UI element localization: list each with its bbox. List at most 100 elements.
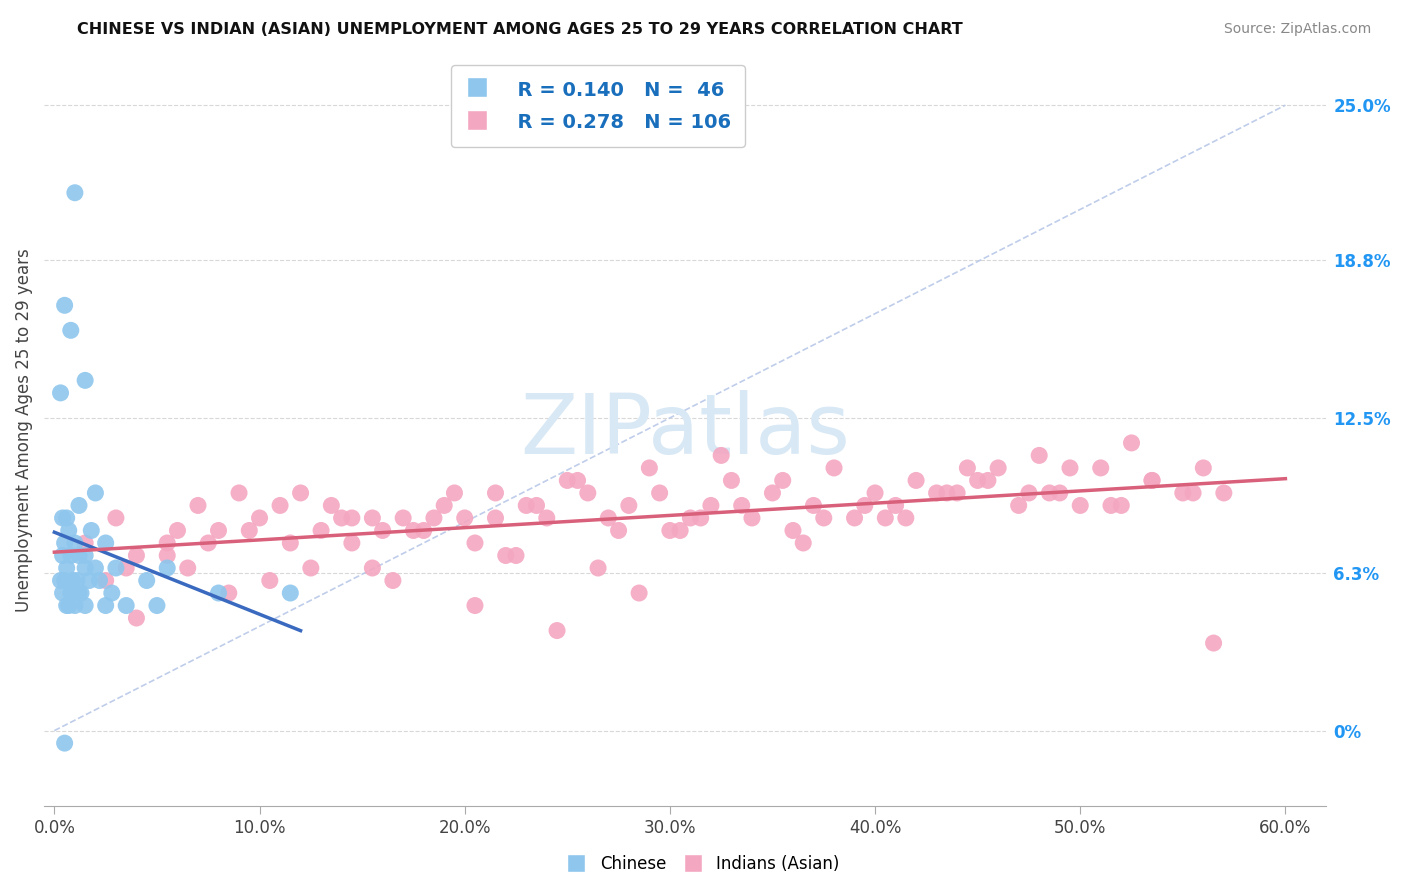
Chinese — [207, 586, 229, 600]
Indians (Asian) — [115, 561, 138, 575]
Chinese — [63, 599, 86, 613]
Indians (Asian) — [361, 561, 384, 575]
Chinese — [59, 549, 82, 563]
Indians (Asian) — [977, 474, 1000, 488]
Chinese — [67, 586, 90, 600]
Chinese — [66, 574, 89, 588]
Chinese — [115, 599, 138, 613]
Indians (Asian) — [761, 486, 783, 500]
Indians (Asian) — [330, 511, 353, 525]
Chinese — [75, 599, 97, 613]
Chinese — [156, 561, 179, 575]
Indians (Asian) — [156, 536, 179, 550]
Indians (Asian) — [946, 486, 969, 500]
Chinese — [63, 536, 86, 550]
Indians (Asian) — [454, 511, 477, 525]
Indians (Asian) — [782, 524, 804, 538]
Indians (Asian) — [218, 586, 240, 600]
Chinese — [84, 561, 107, 575]
Indians (Asian) — [340, 511, 363, 525]
Indians (Asian) — [700, 499, 723, 513]
Indians (Asian) — [956, 461, 979, 475]
Indians (Asian) — [792, 536, 814, 550]
Chinese — [58, 599, 80, 613]
Indians (Asian) — [875, 511, 897, 525]
Indians (Asian) — [555, 474, 578, 488]
Indians (Asian) — [853, 499, 876, 513]
Chinese — [55, 561, 77, 575]
Chinese — [59, 323, 82, 337]
Text: Source: ZipAtlas.com: Source: ZipAtlas.com — [1223, 22, 1371, 37]
Indians (Asian) — [741, 511, 763, 525]
Indians (Asian) — [125, 611, 148, 625]
Indians (Asian) — [412, 524, 434, 538]
Chinese — [52, 511, 75, 525]
Chinese — [67, 499, 90, 513]
Indians (Asian) — [617, 499, 640, 513]
Indians (Asian) — [658, 524, 681, 538]
Chinese — [94, 599, 117, 613]
Text: CHINESE VS INDIAN (ASIAN) UNEMPLOYMENT AMONG AGES 25 TO 29 YEARS CORRELATION CHA: CHINESE VS INDIAN (ASIAN) UNEMPLOYMENT A… — [77, 22, 963, 37]
Indians (Asian) — [505, 549, 527, 563]
Indians (Asian) — [340, 536, 363, 550]
Indians (Asian) — [1049, 486, 1071, 500]
Indians (Asian) — [197, 536, 219, 550]
Indians (Asian) — [321, 499, 343, 513]
Indians (Asian) — [464, 599, 486, 613]
Indians (Asian) — [648, 486, 671, 500]
Indians (Asian) — [1140, 474, 1163, 488]
Indians (Asian) — [567, 474, 589, 488]
Chinese — [53, 736, 76, 750]
Indians (Asian) — [884, 499, 907, 513]
Chinese — [75, 561, 97, 575]
Indians (Asian) — [586, 561, 609, 575]
Chinese — [67, 549, 90, 563]
Indians (Asian) — [1192, 461, 1215, 475]
Indians (Asian) — [546, 624, 568, 638]
Y-axis label: Unemployment Among Ages 25 to 29 years: Unemployment Among Ages 25 to 29 years — [15, 249, 32, 612]
Indians (Asian) — [269, 499, 291, 513]
Indians (Asian) — [1090, 461, 1112, 475]
Indians (Asian) — [1121, 436, 1143, 450]
Indians (Asian) — [464, 536, 486, 550]
Indians (Asian) — [803, 499, 825, 513]
Chinese — [53, 298, 76, 312]
Indians (Asian) — [576, 486, 599, 500]
Indians (Asian) — [299, 561, 322, 575]
Indians (Asian) — [423, 511, 446, 525]
Chinese — [146, 599, 169, 613]
Indians (Asian) — [1140, 474, 1163, 488]
Chinese — [55, 599, 77, 613]
Indians (Asian) — [720, 474, 742, 488]
Indians (Asian) — [433, 499, 456, 513]
Indians (Asian) — [813, 511, 835, 525]
Indians (Asian) — [772, 474, 794, 488]
Indians (Asian) — [987, 461, 1010, 475]
Indians (Asian) — [361, 511, 384, 525]
Chinese — [63, 586, 86, 600]
Chinese — [58, 524, 80, 538]
Chinese — [75, 549, 97, 563]
Indians (Asian) — [1099, 499, 1122, 513]
Indians (Asian) — [177, 561, 200, 575]
Indians (Asian) — [309, 524, 332, 538]
Indians (Asian) — [1008, 499, 1031, 513]
Indians (Asian) — [536, 511, 558, 525]
Chinese — [77, 574, 100, 588]
Indians (Asian) — [844, 511, 866, 525]
Indians (Asian) — [935, 486, 957, 500]
Indians (Asian) — [1038, 486, 1060, 500]
Indians (Asian) — [628, 586, 651, 600]
Chinese — [104, 561, 127, 575]
Chinese — [49, 385, 72, 400]
Indians (Asian) — [381, 574, 404, 588]
Text: ZIPatlas: ZIPatlas — [520, 390, 851, 471]
Chinese — [59, 586, 82, 600]
Chinese — [55, 511, 77, 525]
Chinese — [80, 524, 103, 538]
Indians (Asian) — [689, 511, 711, 525]
Indians (Asian) — [187, 499, 209, 513]
Indians (Asian) — [484, 511, 506, 525]
Indians (Asian) — [402, 524, 425, 538]
Indians (Asian) — [75, 536, 97, 550]
